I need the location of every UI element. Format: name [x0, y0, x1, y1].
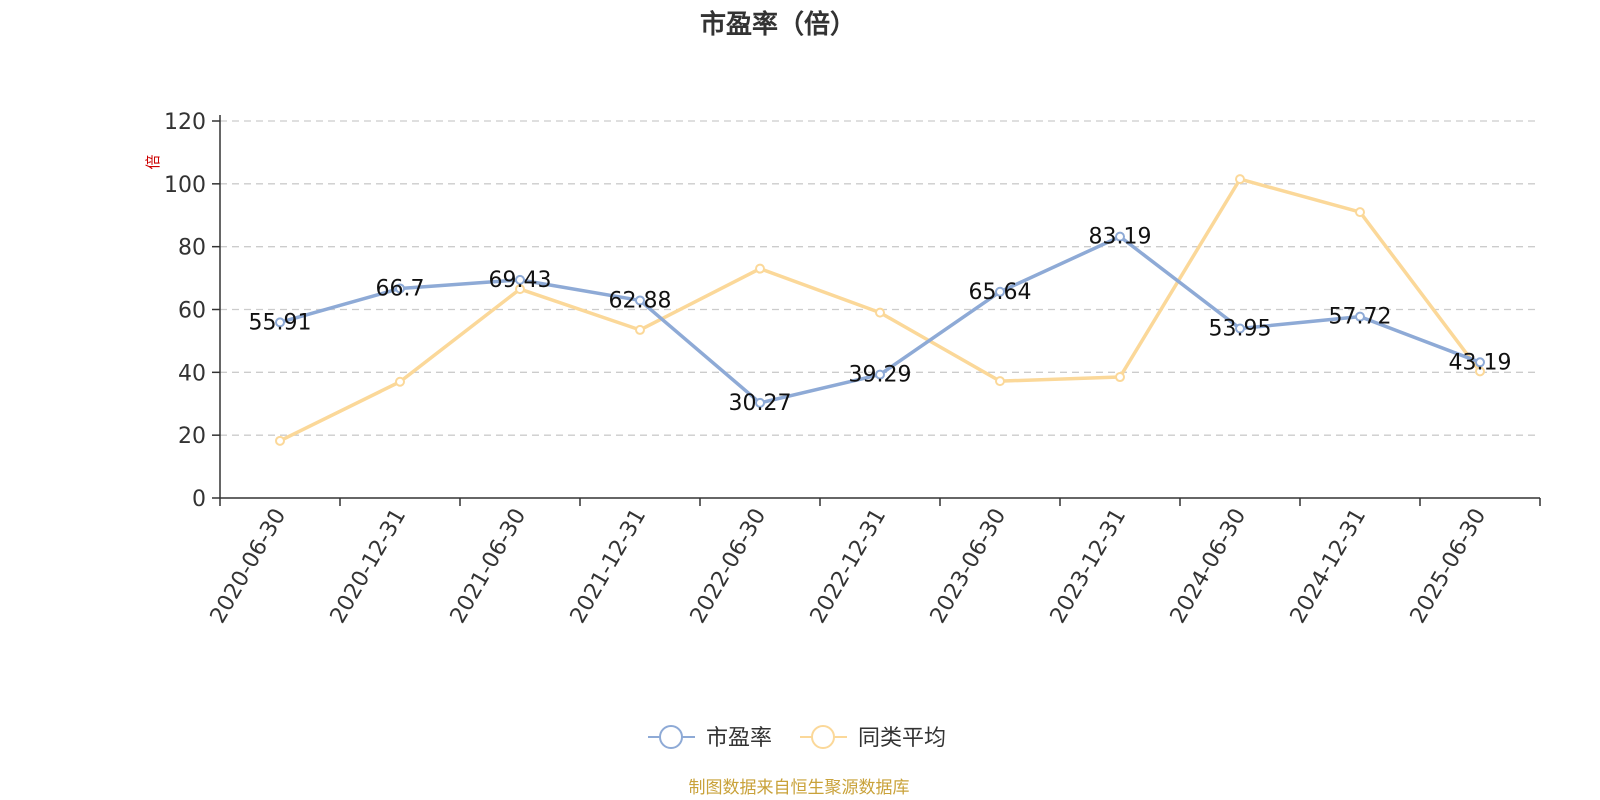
x-tick-label: 2022-06-30 — [686, 505, 772, 628]
legend-label-pe: 市盈率 — [706, 726, 772, 751]
data-label: 83.19 — [1089, 225, 1152, 250]
data-point[interactable] — [995, 376, 1005, 387]
data-label: 69.43 — [489, 268, 552, 293]
data-labels: 55.91 66.7 69.43 62.88 30.27 39.29 65.64 83.19 5… — [249, 225, 1512, 416]
data-label: 55.91 — [249, 310, 312, 335]
data-point[interactable] — [275, 435, 285, 446]
x-tick-label: 2023-06-30 — [926, 505, 1012, 628]
data-point[interactable] — [515, 274, 525, 285]
data-label: 62.88 — [609, 288, 672, 313]
data-point[interactable] — [395, 283, 405, 294]
legend-item-pe[interactable]: 市盈率 — [648, 725, 772, 751]
x-tick-label: 2022-12-31 — [806, 505, 892, 628]
data-point[interactable] — [875, 307, 885, 318]
data-label: 65.64 — [969, 280, 1032, 305]
data-point[interactable] — [395, 376, 405, 387]
x-tick-label: 2024-12-31 — [1286, 505, 1372, 628]
data-point[interactable] — [1115, 231, 1125, 242]
y-tick-label: 20 — [178, 424, 206, 449]
data-point[interactable] — [1235, 323, 1245, 334]
data-point[interactable] — [1355, 311, 1365, 322]
data-label: 30.27 — [729, 391, 792, 416]
y-tick-label: 100 — [164, 173, 206, 198]
x-tick-label: 2025-06-30 — [1406, 505, 1492, 628]
data-label: 53.95 — [1209, 317, 1272, 342]
y-tick-label: 80 — [178, 236, 206, 261]
data-source-note: 制图数据来自恒生聚源数据库 — [689, 778, 910, 798]
data-point[interactable] — [875, 369, 885, 380]
data-label: 43.19 — [1449, 350, 1512, 375]
y-tick-label: 60 — [178, 299, 206, 324]
data-point[interactable] — [1235, 174, 1245, 185]
x-tick-label: 2023-12-31 — [1046, 505, 1132, 628]
x-tick-label: 2020-06-30 — [206, 505, 292, 628]
data-label: 39.29 — [849, 363, 912, 388]
y-tick-label: 0 — [192, 487, 206, 512]
data-point[interactable] — [755, 397, 765, 408]
data-point[interactable] — [1475, 357, 1485, 368]
x-tick-label: 2024-06-30 — [1166, 505, 1252, 628]
legend: 市盈率 同类平均 — [648, 725, 946, 751]
data-point[interactable] — [515, 284, 525, 295]
data-point[interactable] — [1115, 372, 1125, 383]
legend-item-peer-average[interactable]: 同类平均 — [800, 725, 946, 751]
data-point[interactable] — [635, 295, 645, 306]
legend-label-peer-average: 同类平均 — [858, 726, 946, 751]
data-label: 57.72 — [1329, 305, 1392, 330]
chart-title: 市盈率（倍） — [700, 9, 856, 40]
y-tick-label: 40 — [178, 361, 206, 386]
data-point[interactable] — [995, 286, 1005, 297]
data-point[interactable] — [1475, 366, 1485, 377]
data-label: 66.7 — [376, 276, 425, 301]
data-point[interactable] — [635, 324, 645, 335]
legend-circle-icon — [811, 725, 835, 749]
x-tick-label: 2021-06-30 — [446, 505, 532, 628]
data-point[interactable] — [1355, 207, 1365, 218]
y-tick-label: 120 — [164, 110, 206, 135]
x-tick-label: 2021-12-31 — [566, 505, 652, 628]
y-axis-unit-label: 倍 — [144, 154, 162, 169]
data-point[interactable] — [755, 263, 765, 274]
data-point[interactable] — [275, 317, 285, 328]
legend-circle-icon — [659, 725, 683, 749]
series-lines — [275, 174, 1485, 446]
x-tick-label: 2020-12-31 — [326, 505, 412, 628]
